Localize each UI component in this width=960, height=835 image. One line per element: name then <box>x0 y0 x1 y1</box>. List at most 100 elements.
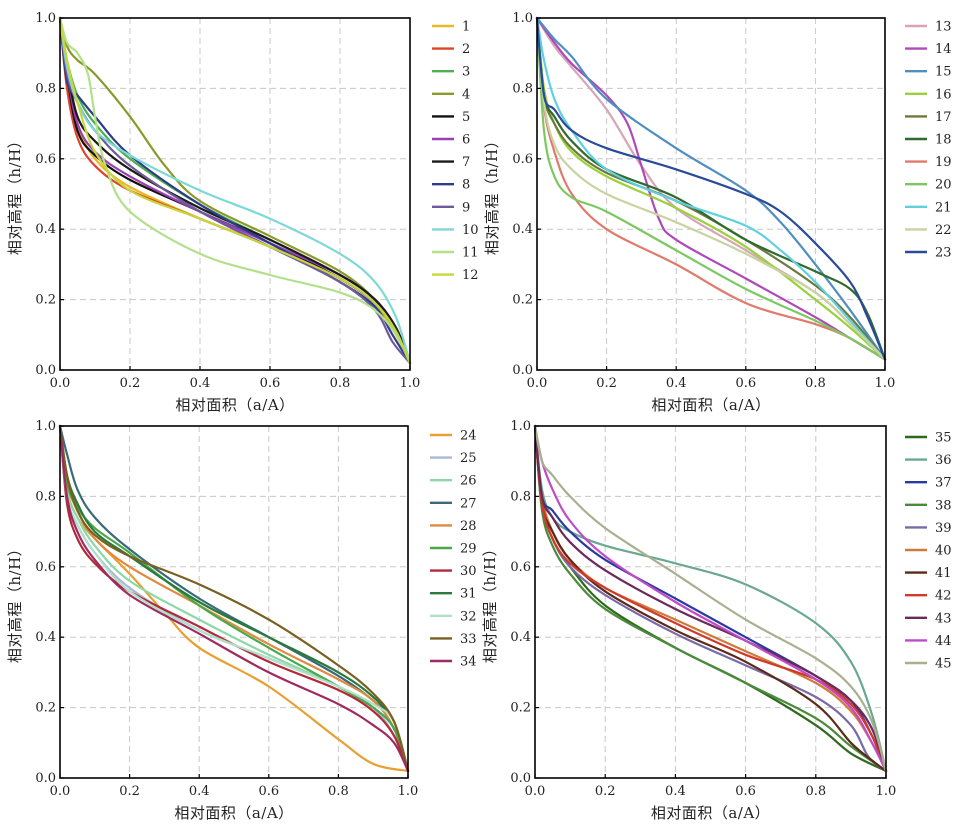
chart-panel-3: 0.0 0.2 0.4 0.6 0.8 1.0 0.0 0.2 0.4 0.6 0.8 1.0 相对面积… <box>6 419 477 822</box>
y-tick-label: 0.0 <box>35 363 56 378</box>
series-line-35 <box>533 424 888 773</box>
y-tick-label: 0.2 <box>512 293 533 308</box>
x-tick-label: 1.0 <box>398 784 419 799</box>
series-line-22 <box>535 16 887 361</box>
series-line-7 <box>58 16 412 365</box>
legend-label-5: 5 <box>462 110 470 125</box>
legend-label-8: 8 <box>462 178 470 193</box>
series-line-37 <box>533 424 888 773</box>
y-axis-label: 相对高程（h/H） <box>481 541 499 663</box>
y-axis-label: 相对高程（h/H） <box>483 133 501 255</box>
legend-label-30: 30 <box>460 564 477 579</box>
y-tick-label: 0.8 <box>35 489 56 504</box>
series-line-2 <box>58 16 412 365</box>
y-tick-label: 0.6 <box>510 560 531 575</box>
chart-panel-2: 0.0 0.2 0.4 0.6 0.8 1.0 0.0 0.2 0.4 0.6 0.8 1.0 相对面积… <box>483 11 952 414</box>
series-line-44 <box>533 424 888 773</box>
series-line-14 <box>535 16 887 361</box>
y-tick-label: 0.4 <box>512 222 533 237</box>
y-tick-label: 1.0 <box>510 419 531 434</box>
legend-label-36: 36 <box>935 453 952 468</box>
x-tick-label: 0.8 <box>805 784 826 799</box>
x-tick-label: 0.0 <box>50 376 71 391</box>
y-tick-label: 0.4 <box>510 630 531 645</box>
legend-label-26: 26 <box>460 474 477 489</box>
legend-label-42: 42 <box>935 589 952 604</box>
x-tick-label: 1.0 <box>400 376 421 391</box>
series-line-40 <box>533 424 888 773</box>
legend-label-28: 28 <box>460 519 477 534</box>
x-tick-label: 1.0 <box>876 784 897 799</box>
y-tick-label: 0.6 <box>35 560 56 575</box>
y-axis-label: 相对高程（h/H） <box>6 133 24 255</box>
legend-label-11: 11 <box>462 246 479 261</box>
series-line-9 <box>58 16 412 365</box>
legend-label-23: 23 <box>935 246 952 261</box>
legend-label-39: 39 <box>935 521 952 536</box>
series-line-32 <box>58 424 410 773</box>
series-line-12 <box>58 16 412 365</box>
x-axis-label: 相对面积（a/A） <box>651 804 770 822</box>
legend-label-34: 34 <box>460 655 477 670</box>
legend-label-4: 4 <box>462 87 470 102</box>
legend-label-37: 37 <box>935 476 952 491</box>
x-axis-label: 相对面积（a/A） <box>651 396 770 414</box>
legend-label-29: 29 <box>460 542 477 557</box>
series-line-43 <box>533 424 888 773</box>
x-tick-label: 0.0 <box>50 784 71 799</box>
legend-label-45: 45 <box>935 657 952 672</box>
series-line-42 <box>533 424 888 773</box>
series-line-21 <box>535 16 887 361</box>
chart-panel-1: 0.0 0.2 0.4 0.6 0.8 1.0 0.0 0.2 0.4 0.6 0.8 1.0 相对面积… <box>6 11 479 414</box>
x-tick-label: 0.8 <box>330 376 351 391</box>
legend-label-9: 9 <box>462 200 470 215</box>
legend-label-31: 31 <box>460 587 477 602</box>
x-tick-label: 0.8 <box>328 784 349 799</box>
series-line-10 <box>58 16 412 365</box>
legend-label-16: 16 <box>935 87 952 102</box>
x-tick-label: 0.6 <box>735 784 756 799</box>
legend-label-7: 7 <box>462 155 470 170</box>
series-line-8 <box>58 16 412 365</box>
y-axis-label: 相对高程（h/H） <box>6 541 24 663</box>
series-line-38 <box>533 424 888 773</box>
legend-label-19: 19 <box>935 155 952 170</box>
series-line-24 <box>58 424 410 773</box>
series-line-33 <box>58 424 410 773</box>
series-line-15 <box>535 16 887 361</box>
y-tick-label: 0.2 <box>35 701 56 716</box>
legend-label-27: 27 <box>460 496 477 511</box>
y-tick-label: 1.0 <box>35 11 56 26</box>
series-line-28 <box>58 424 410 773</box>
series-line-30 <box>58 424 410 773</box>
legend-label-41: 41 <box>935 566 952 581</box>
series-line-34 <box>58 424 410 773</box>
series-line-39 <box>533 424 888 773</box>
x-tick-label: 0.4 <box>665 784 686 799</box>
legend-label-44: 44 <box>935 634 952 649</box>
series-line-29 <box>58 424 410 773</box>
series-line-26 <box>58 424 410 773</box>
legend-label-40: 40 <box>935 544 952 559</box>
legend-label-38: 38 <box>935 498 952 513</box>
legend-label-21: 21 <box>935 200 952 215</box>
y-tick-label: 0.0 <box>512 363 533 378</box>
x-tick-label: 1.0 <box>875 376 896 391</box>
legend-label-6: 6 <box>462 133 470 148</box>
legend-label-2: 2 <box>462 42 470 57</box>
series-line-6 <box>58 16 412 365</box>
legend-label-25: 25 <box>460 451 477 466</box>
x-tick-label: 0.4 <box>190 376 211 391</box>
legend-label-17: 17 <box>935 110 952 125</box>
legend-label-12: 12 <box>462 268 479 283</box>
y-tick-label: 0.8 <box>512 81 533 96</box>
series-line-31 <box>58 424 410 773</box>
plot-frame <box>536 17 886 371</box>
y-tick-label: 0.6 <box>512 152 533 167</box>
x-tick-label: 0.6 <box>735 376 756 391</box>
y-tick-label: 0.4 <box>35 630 56 645</box>
x-axis-label: 相对面积（a/A） <box>174 804 293 822</box>
plot-frame <box>534 425 887 779</box>
legend-label-33: 33 <box>460 632 477 647</box>
